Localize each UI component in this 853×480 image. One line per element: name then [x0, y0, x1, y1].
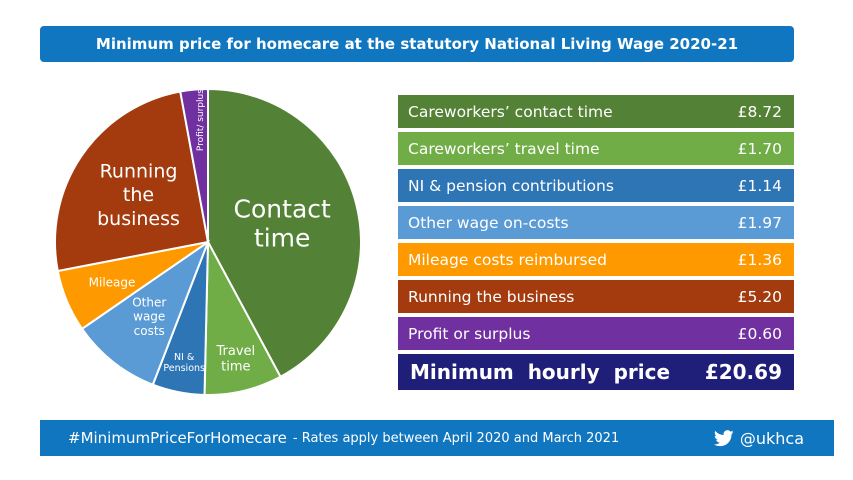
- legend-row-mileage: Mileage costs reimbursed £1.36: [398, 243, 794, 276]
- pie-label-profit: Profit/ surplus: [196, 89, 206, 151]
- pie-label-contact: Contact time: [234, 195, 331, 253]
- legend-row-total: Minimum hourly price £20.69: [398, 354, 794, 390]
- footer-banner: #MinimumPriceForHomecare - Rates apply b…: [40, 420, 834, 456]
- legend-label: Profit or surplus: [408, 324, 531, 343]
- pie-slice-oncosts: [80, 239, 211, 386]
- page-title: Minimum price for homecare at the statut…: [95, 35, 739, 53]
- legend-value: £1.70: [737, 139, 782, 158]
- legend-label: Careworkers’ travel time: [408, 139, 600, 158]
- pie-label-travel: Travel time: [216, 344, 256, 375]
- pie-chart: Contact time Travel time NI & Pensions Other wa…: [50, 84, 362, 404]
- legend-row-running: Running the business £5.20: [398, 280, 794, 313]
- handle-label: @ukhca: [739, 428, 804, 448]
- legend-label: NI & pension contributions: [408, 176, 614, 195]
- pie-label-ni: NI & Pensions: [163, 352, 205, 374]
- legend-value: £1.97: [737, 213, 782, 232]
- rates-text: - Rates apply between April 2020 and Mar…: [292, 430, 620, 446]
- pie-slice-running: [54, 90, 210, 273]
- pie-label-mileage: Mileage: [89, 275, 136, 289]
- legend-row-ni: NI & pension contributions £1.14: [398, 169, 794, 202]
- legend-row-travel: Careworkers’ travel time £1.70: [398, 132, 794, 165]
- twitter-bird-icon: [713, 429, 734, 446]
- legend-row-profit: Profit or surplus £0.60: [398, 317, 794, 350]
- legend-label: Other wage on-costs: [408, 213, 569, 232]
- pie-svg: Contact time Travel time NI & Pensions Other wa…: [54, 87, 362, 396]
- title-banner: Minimum price for homecare at the statut…: [40, 26, 794, 62]
- legend-row-contact: Careworkers’ contact time £8.72: [398, 95, 794, 128]
- legend-row-oncosts: Other wage on-costs £1.97: [398, 206, 794, 239]
- legend-value: £5.20: [737, 287, 782, 306]
- pie-label-oncosts: Other wage costs: [132, 295, 166, 338]
- total-value: £20.69: [704, 360, 782, 384]
- legend-label: Mileage costs reimbursed: [408, 250, 607, 269]
- legend-table: Careworkers’ contact time £8.72 Careworker…: [398, 95, 794, 394]
- legend-label: Careworkers’ contact time: [408, 102, 613, 121]
- pie-label-running: Running the business: [97, 160, 180, 230]
- pie-slice-contact: [207, 87, 362, 379]
- legend-value: £1.14: [737, 176, 782, 195]
- legend-value: £0.60: [737, 324, 782, 343]
- pie-slice-profit: [179, 87, 209, 243]
- total-label: Minimum hourly price: [410, 360, 671, 384]
- legend-value: £1.36: [737, 250, 782, 269]
- twitter-handle[interactable]: @ukhca: [713, 428, 804, 448]
- hashtag-text: #MinimumPriceForHomecare: [68, 429, 287, 447]
- legend-label: Running the business: [408, 287, 575, 306]
- legend-value: £8.72: [737, 102, 782, 121]
